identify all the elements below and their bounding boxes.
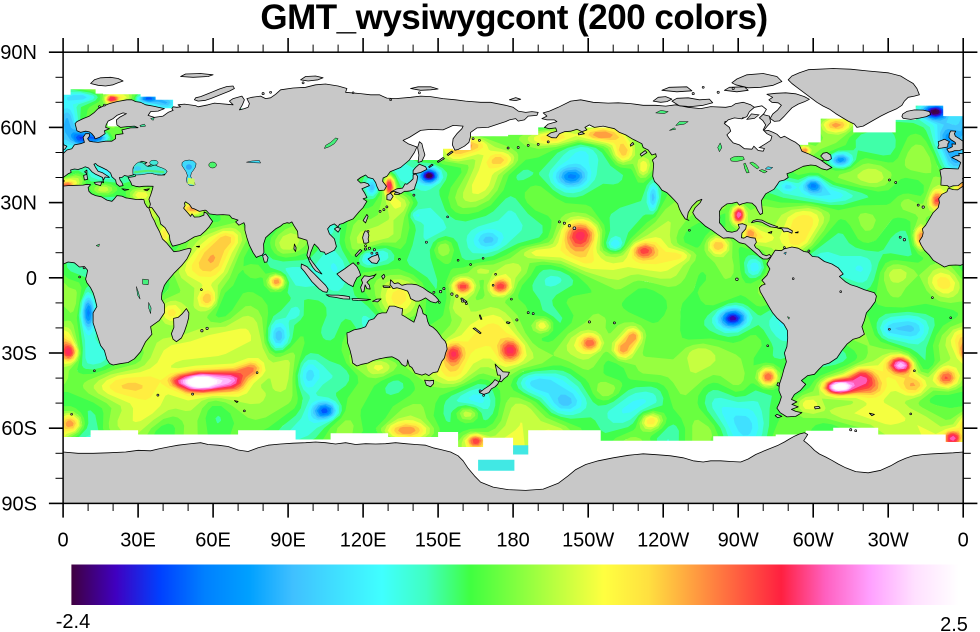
svg-text:180: 180 [496,530,529,552]
svg-text:30W: 30W [868,530,909,552]
svg-text:90N: 90N [0,42,37,64]
svg-text:60E: 60E [195,530,231,552]
svg-text:0: 0 [58,530,69,552]
svg-text:2.5: 2.5 [940,614,968,632]
svg-text:0: 0 [26,268,37,290]
svg-text:30N: 30N [0,193,37,215]
svg-text:60N: 60N [0,117,37,139]
svg-text:120E: 120E [340,530,387,552]
svg-text:GMT_wysiwygcont (200 colors): GMT_wysiwygcont (200 colors) [260,0,767,37]
svg-text:120W: 120W [637,530,689,552]
svg-text:90W: 90W [718,530,759,552]
svg-text:30S: 30S [1,343,37,365]
svg-text:60W: 60W [793,530,834,552]
svg-text:90E: 90E [270,530,306,552]
svg-text:150E: 150E [415,530,462,552]
svg-text:0: 0 [958,530,969,552]
svg-text:-2.4: -2.4 [56,611,90,632]
svg-text:150W: 150W [562,530,614,552]
svg-text:90S: 90S [1,493,37,515]
svg-text:60S: 60S [1,418,37,440]
svg-text:30E: 30E [120,530,156,552]
